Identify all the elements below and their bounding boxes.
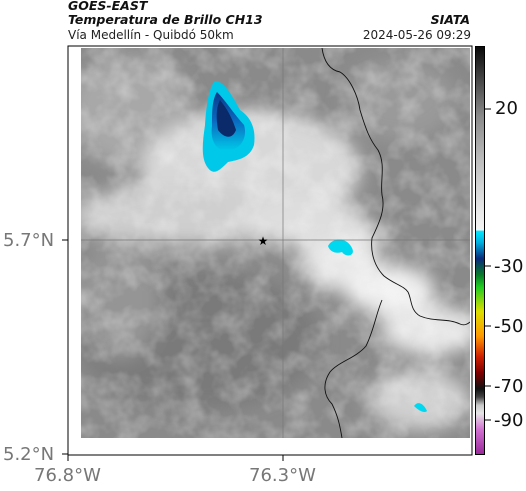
temperature-colorbar: [475, 46, 485, 455]
colorbar-label: -70: [494, 376, 524, 397]
cold-cloud-cell-center: [328, 239, 353, 256]
colorbar-label: -30: [494, 256, 524, 277]
datetime-label: 2024-05-26 09:29: [362, 28, 471, 42]
colorbar-label: 20: [495, 98, 518, 119]
colorbar-label: -90: [494, 410, 524, 431]
satellite-name: GOES-EAST: [68, 0, 148, 13]
colorbar-label: -50: [494, 316, 524, 337]
boundary-line-east: [321, 48, 470, 326]
organization-label: SIATA: [430, 12, 470, 27]
cloud-imagery: [81, 48, 470, 438]
cold-cloud-cell-south: [414, 403, 427, 413]
lon-tick-label: 76.8°W: [34, 465, 101, 486]
lat-tick-label: 5.2°N: [3, 444, 55, 465]
lat-tick-label: 5.7°N: [3, 230, 55, 251]
star-icon: ★: [258, 234, 269, 248]
product-title: Temperatura de Brillo CH13: [68, 12, 263, 27]
boundary-line-south: [324, 299, 383, 438]
lon-tick-label: 76.3°W: [249, 465, 316, 486]
region-subtitle: Vía Medellín - Quibdó 50km: [68, 28, 234, 42]
